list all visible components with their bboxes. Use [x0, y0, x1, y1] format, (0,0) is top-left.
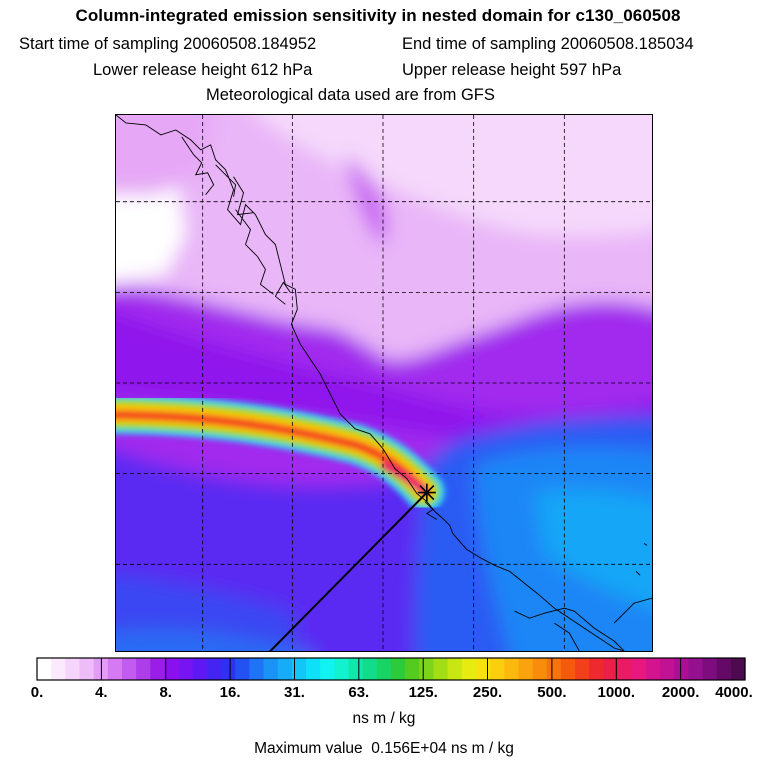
start-time-value: 20060508.184952	[183, 35, 317, 53]
colorbar-cell	[263, 658, 279, 680]
colorbar-cell	[589, 658, 604, 680]
colorbar-cell	[405, 658, 420, 680]
colorbar-cell	[645, 658, 661, 680]
colorbar-cell	[575, 658, 590, 680]
colorbar-tick-label: 250.	[472, 684, 503, 701]
colorbar-cell	[121, 658, 137, 680]
colorbar-cell	[334, 658, 350, 680]
colorbar-tick-label: 8.	[159, 684, 172, 701]
colorbar-cell	[660, 658, 675, 680]
colorbar-cell	[688, 658, 704, 680]
colorbar-cell	[178, 658, 194, 680]
colorbar-tick-label: 4.	[95, 684, 108, 701]
colorbar-cell	[65, 658, 81, 680]
colorbar-cell	[490, 658, 505, 680]
colorbar-cell	[617, 658, 633, 680]
colorbar-cell	[221, 658, 236, 680]
colorbar-tick-label: 2000.	[661, 684, 700, 701]
lower-release-value: 612 hPa	[250, 61, 313, 79]
upper-release-line: Upper release height 597 hPa	[402, 61, 621, 80]
colorbar-cell	[391, 658, 406, 680]
colorbar-tick-label: 63.	[348, 684, 370, 701]
colorbar-cell	[348, 658, 364, 680]
colorbar-tick-label: 4000.	[715, 684, 753, 701]
colorbar-cell	[79, 658, 95, 680]
upper-release-label: Upper release height	[402, 61, 556, 79]
colorbar-cell	[603, 658, 619, 680]
colorbar-cell	[37, 658, 52, 680]
colorbar-cell	[674, 658, 689, 680]
start-time-line: Start time of sampling 20060508.184952	[19, 35, 316, 54]
colorbar-cell	[277, 658, 293, 680]
colorbar-tick-label: 500.	[537, 684, 567, 701]
colorbar-cell	[362, 658, 378, 680]
colorbar-cell	[518, 658, 534, 680]
colorbar-cell	[136, 658, 151, 680]
colorbar-cell	[192, 658, 208, 680]
colorbar-cell	[419, 658, 435, 680]
colorbar-cell	[716, 658, 732, 680]
colorbar-cell	[433, 658, 449, 680]
colorbar-cell	[376, 658, 392, 680]
colorbar-outline	[36, 657, 746, 681]
max-value-number: 0.156E+04	[371, 740, 447, 757]
met-data-line: Meteorological data used are from GFS	[206, 86, 495, 104]
sensitivity-map	[115, 114, 653, 652]
max-value-label: Maximum value	[254, 740, 363, 757]
colorbar-cell	[504, 658, 520, 680]
upper-release-value: 597 hPa	[559, 61, 622, 79]
lower-release-label: Lower release height	[93, 61, 247, 79]
colorbar-cell	[107, 658, 123, 680]
colorbar-cell	[164, 658, 180, 680]
colorbar-cell	[475, 658, 491, 680]
colorbar-cell	[306, 658, 321, 680]
end-time-label: End time of sampling	[402, 35, 557, 53]
colorbar-cell	[631, 658, 647, 680]
max-value-units: ns m / kg	[451, 740, 514, 757]
end-time-value: 20060508.185034	[560, 35, 694, 53]
max-value-line: Maximum value 0.156E+04 ns m / kg	[0, 740, 768, 758]
dashed-lat-lon-grid	[116, 115, 652, 651]
colorbar-tick-label: 0.	[30, 684, 44, 701]
colorbar-ticks	[100, 658, 682, 680]
colorbar-cell	[320, 658, 335, 680]
colorbar-cell	[249, 658, 265, 680]
colorbar-cell	[206, 658, 222, 680]
colorbar-cell	[730, 658, 746, 680]
colorbar-cell	[546, 658, 562, 680]
colorbar-cell	[560, 658, 576, 680]
start-time-label: Start time of sampling	[19, 35, 179, 53]
colorbar-cell	[447, 658, 463, 680]
colorbar-cell	[235, 658, 250, 680]
colorbar-cell	[532, 658, 548, 680]
colorbar-cell	[51, 658, 66, 680]
lower-release-line: Lower release height 612 hPa	[93, 61, 312, 80]
end-time-line: End time of sampling 20060508.185034	[402, 35, 694, 54]
colorbar-cell	[291, 658, 307, 680]
colorbar-tick-label: 31.	[284, 684, 305, 701]
colorbar	[36, 657, 746, 681]
colorbar-tick-label: 16.	[219, 684, 241, 701]
colorbar-cell	[461, 658, 477, 680]
colorbar-tick-label: 1000.	[597, 684, 636, 701]
colorbar-units: ns m / kg	[352, 710, 416, 727]
flight-track-line	[268, 491, 428, 651]
colorbar-cells	[37, 658, 746, 680]
colorbar-cell	[150, 658, 166, 680]
colorbar-cell	[702, 658, 718, 680]
coastline-outline	[116, 115, 652, 651]
colorbar-tick-label: 125.	[408, 684, 438, 701]
plot-title: Column-integrated emission sensitivity i…	[75, 6, 681, 25]
sensitivity-field	[116, 115, 652, 651]
